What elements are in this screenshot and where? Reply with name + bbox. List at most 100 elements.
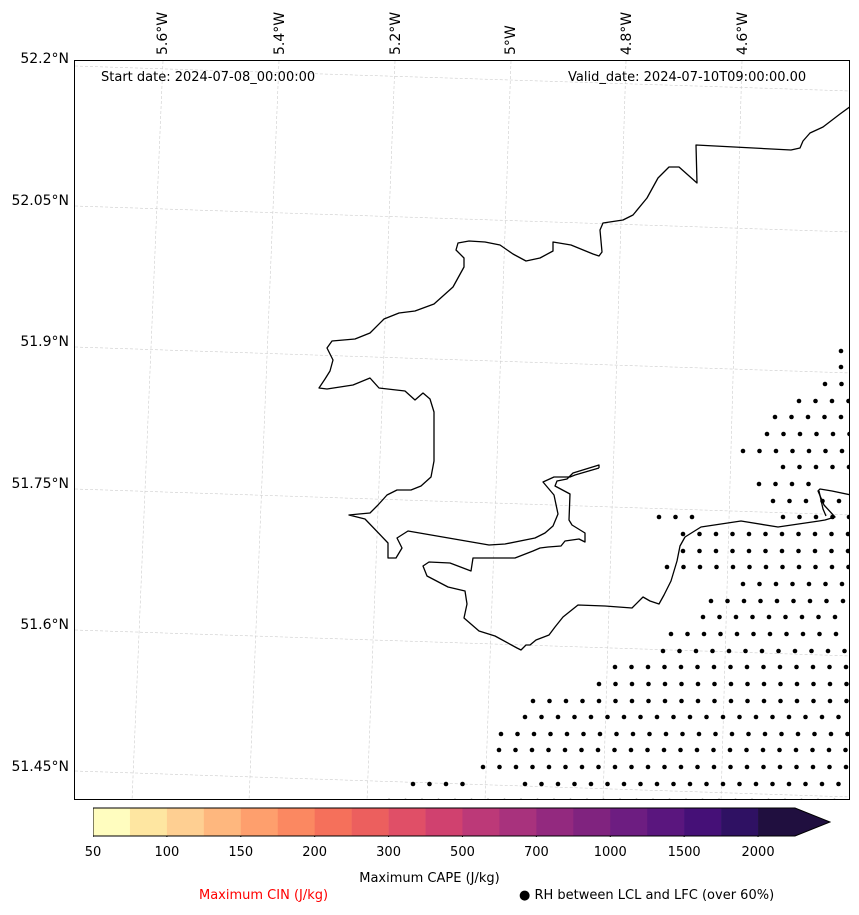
rh-dot <box>547 698 552 704</box>
rh-dot <box>806 448 812 454</box>
lon-label: 5.4°W <box>272 11 288 55</box>
rh-dot <box>734 798 737 799</box>
rh-dot <box>693 648 699 654</box>
rh-dot <box>766 614 772 620</box>
rh-dot <box>786 714 792 720</box>
rh-dot <box>770 498 776 504</box>
rh-dot <box>727 747 733 753</box>
rh-dot <box>753 781 759 787</box>
rh-dot <box>630 731 636 737</box>
rh-dot <box>513 747 518 753</box>
rh-dot <box>743 648 748 654</box>
rh-dot <box>760 747 766 753</box>
rh-dot <box>777 664 783 670</box>
rh-dot <box>741 598 747 604</box>
rh-dot <box>677 648 682 654</box>
lat-gridline <box>75 346 849 374</box>
rh-dot <box>689 514 695 520</box>
rh-dot <box>662 764 667 770</box>
rh-dot <box>513 764 519 770</box>
rh-dot <box>410 781 416 787</box>
rh-dot <box>679 698 684 704</box>
rh-dot <box>713 548 719 554</box>
rh-dot <box>805 414 811 420</box>
gridlines <box>75 61 849 799</box>
rh-dot <box>779 531 785 537</box>
rh-dot <box>555 714 561 720</box>
rh-dot <box>496 747 502 753</box>
rh-dot <box>833 631 839 637</box>
rh-dot <box>824 598 829 604</box>
colorbar-cell <box>388 808 426 836</box>
rh-dot <box>654 714 660 720</box>
lon-gridline <box>366 61 396 799</box>
rh-dot <box>404 798 407 799</box>
rh-dot <box>838 364 844 370</box>
rh-dot <box>714 564 719 570</box>
colorbar-label: Maximum CAPE (J/kg) <box>359 871 500 886</box>
rh-dot <box>437 798 440 799</box>
rh-dot <box>836 498 842 504</box>
rh-dot <box>621 714 627 720</box>
rh-dot <box>664 564 670 570</box>
rh-dot <box>825 648 831 654</box>
rh-dot <box>845 548 849 554</box>
rh-dot <box>813 514 819 520</box>
rh-dot <box>839 381 844 387</box>
rh-dot <box>680 548 686 554</box>
rh-dot <box>730 564 736 570</box>
colorbar-tick-label: 500 <box>450 845 475 860</box>
rh-dot <box>846 464 849 470</box>
colorbar-tick-label: 700 <box>523 845 549 860</box>
rh-dot <box>503 798 506 799</box>
rh-dot <box>803 781 808 787</box>
coastline-estuary <box>422 464 849 651</box>
rh-dot <box>679 681 684 687</box>
rh-dot <box>718 631 723 637</box>
rh-dot <box>638 714 643 720</box>
rh-dot <box>572 781 577 787</box>
rh-dot <box>628 747 634 753</box>
rh-dot <box>797 464 802 470</box>
rh-dot <box>563 764 568 770</box>
rh-dot <box>597 731 603 737</box>
rh-dot <box>763 531 768 537</box>
colorbar-cell <box>166 808 205 836</box>
rh-dot <box>750 614 755 620</box>
lon-gridline <box>248 61 280 799</box>
rh-dot <box>546 764 552 770</box>
rh-dot <box>836 714 841 720</box>
rh-dot <box>823 448 828 454</box>
rh-dot <box>730 531 735 537</box>
rh-dot <box>530 698 536 704</box>
rh-dot <box>596 681 602 687</box>
rh-dot <box>797 514 802 520</box>
rh-dot <box>530 764 535 770</box>
rh-dot <box>774 598 780 604</box>
rh-dot <box>687 781 693 787</box>
rh-dot <box>470 798 473 799</box>
rh-dot <box>546 747 551 753</box>
rh-dot <box>807 598 813 604</box>
rh-dot <box>695 681 701 687</box>
rh-dot <box>539 714 544 720</box>
rh-dot <box>704 781 709 787</box>
rh-dot <box>548 731 553 737</box>
rh-dot <box>685 631 690 637</box>
rh-dot <box>812 548 818 554</box>
rh-dot <box>789 481 795 487</box>
rh-dot <box>773 581 779 587</box>
rh-dot <box>733 614 739 620</box>
lon-gridline <box>602 61 627 799</box>
rh-dot <box>730 548 735 554</box>
colorbar-tick-label: 300 <box>376 845 401 860</box>
rh-dot <box>776 648 781 654</box>
rh-dot <box>827 764 832 770</box>
rh-dot <box>829 398 835 404</box>
colorbar-cell <box>93 808 131 836</box>
rh-dot <box>443 781 449 787</box>
rh-dot <box>579 747 584 753</box>
rh-dot <box>596 764 601 770</box>
rh-dot <box>539 781 544 787</box>
rh-dot <box>387 798 391 799</box>
